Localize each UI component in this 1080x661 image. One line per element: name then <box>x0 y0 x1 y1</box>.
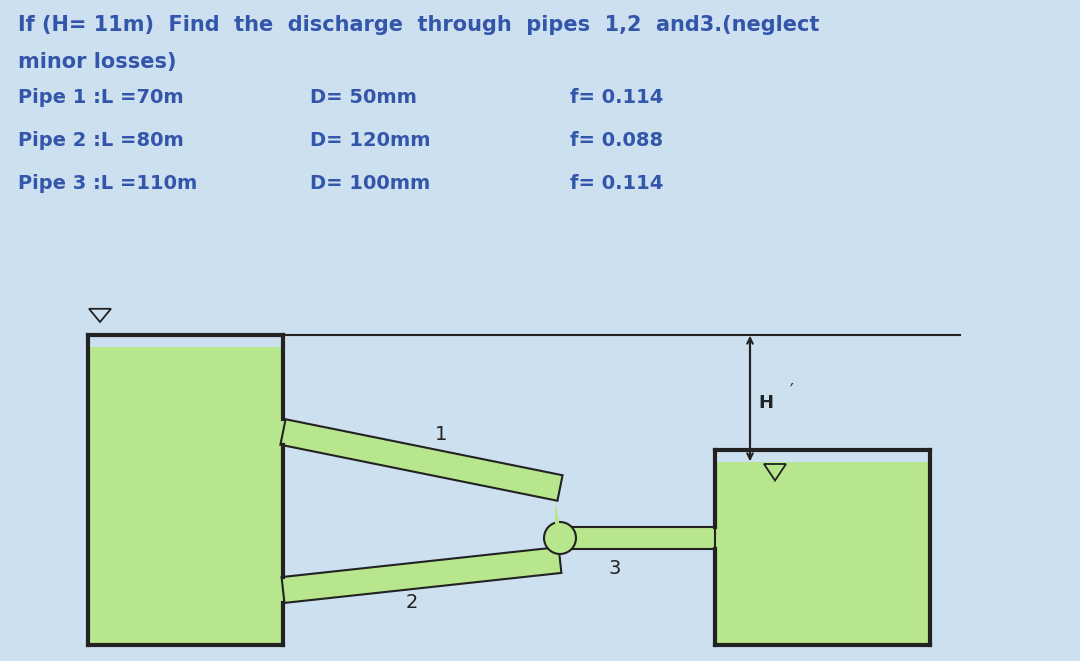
Text: f= 0.088: f= 0.088 <box>570 131 663 150</box>
Text: Pipe 2 :L =80m: Pipe 2 :L =80m <box>18 131 184 150</box>
Text: Pipe 1 :L =70m: Pipe 1 :L =70m <box>18 88 184 107</box>
Text: D= 120mm: D= 120mm <box>310 131 431 150</box>
Polygon shape <box>555 501 561 547</box>
Circle shape <box>544 522 576 554</box>
Text: Pipe 3 :L =110m: Pipe 3 :L =110m <box>18 174 198 193</box>
Text: 1: 1 <box>435 426 448 444</box>
Text: D= 50mm: D= 50mm <box>310 88 417 107</box>
Polygon shape <box>282 547 562 603</box>
Text: ′: ′ <box>789 381 794 399</box>
Text: D= 100mm: D= 100mm <box>310 174 430 193</box>
Text: 3: 3 <box>608 559 620 578</box>
Text: minor losses): minor losses) <box>18 52 176 72</box>
Text: 2: 2 <box>405 594 418 613</box>
Text: f= 0.114: f= 0.114 <box>570 174 663 193</box>
Bar <box>87 347 283 645</box>
Polygon shape <box>281 419 563 501</box>
Text: If (H= 11m)  Find  the  discharge  through  pipes  1,2  and3.(neglect: If (H= 11m) Find the discharge through p… <box>18 15 820 35</box>
Text: H: H <box>758 395 773 412</box>
Bar <box>715 462 930 645</box>
Text: f= 0.114: f= 0.114 <box>570 88 663 107</box>
Polygon shape <box>561 527 715 549</box>
